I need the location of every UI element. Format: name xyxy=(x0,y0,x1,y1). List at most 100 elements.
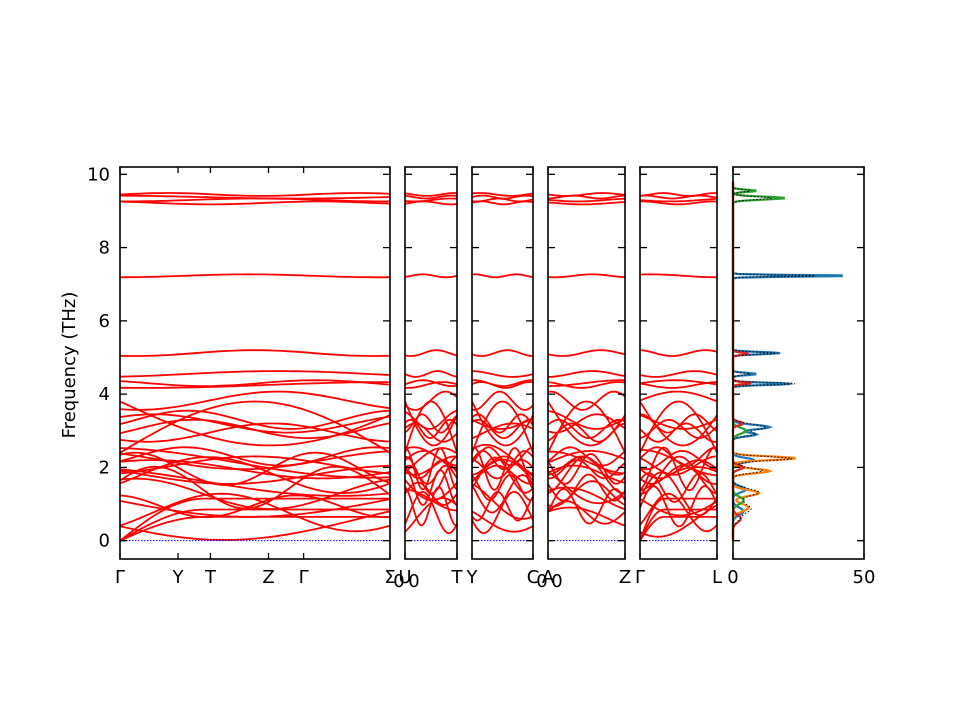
x-tick-label: A xyxy=(542,567,555,588)
band-branch xyxy=(471,490,534,535)
band-branch xyxy=(547,273,626,279)
band-branch xyxy=(119,516,390,542)
band-branch xyxy=(547,464,626,484)
band-branch xyxy=(404,400,458,454)
band-branch xyxy=(547,381,626,389)
band-branch xyxy=(404,370,458,378)
band-branch xyxy=(404,379,458,387)
band-branch xyxy=(471,456,534,494)
band-branch xyxy=(120,381,390,389)
y-tick-label: 4 xyxy=(99,384,110,405)
band-branch xyxy=(471,349,533,357)
band-branch xyxy=(119,400,391,447)
y-tick-label: 0 xyxy=(99,531,110,552)
dos-partial-curve xyxy=(731,181,843,541)
panel-frame-4 xyxy=(547,166,626,560)
band-branch xyxy=(640,449,718,477)
band-branch xyxy=(472,370,534,378)
band-panel-5 xyxy=(639,192,718,542)
band-branch xyxy=(639,381,718,389)
panel-frame-1 xyxy=(119,166,391,560)
band-branch xyxy=(471,401,534,447)
band-branch xyxy=(119,508,390,542)
x-tick-label: Y xyxy=(172,567,185,588)
panel-frame-3 xyxy=(471,166,534,560)
band-branch xyxy=(119,468,391,497)
dos-x-tick-label: 50 xyxy=(853,567,876,588)
band-branch xyxy=(547,459,626,480)
band-branch xyxy=(547,486,626,511)
band-branch xyxy=(404,390,458,411)
band-branch xyxy=(640,455,718,495)
band-branch xyxy=(640,273,717,279)
band-branch xyxy=(404,422,458,443)
band-branch xyxy=(119,451,391,487)
frames-layer xyxy=(119,166,865,560)
band-branch xyxy=(119,446,391,467)
band-branch xyxy=(404,192,458,197)
band-branch xyxy=(119,418,391,440)
bands-layer xyxy=(119,181,843,542)
band-branch xyxy=(547,197,626,203)
y-axis-label: Frequency (THz) xyxy=(59,292,80,439)
band-branch xyxy=(119,497,390,542)
x-tick-label-subscript: 0 xyxy=(408,571,419,592)
band-branch xyxy=(639,400,718,454)
band-panel-2 xyxy=(404,192,458,542)
band-branch xyxy=(547,480,626,508)
x-tick-label: U xyxy=(398,567,411,588)
band-branch xyxy=(471,413,534,434)
band-branch xyxy=(471,422,534,440)
band-branch xyxy=(639,516,717,542)
band-branch xyxy=(404,194,458,200)
band-branch xyxy=(639,446,718,492)
x-tick-label-subscript: 0 xyxy=(551,571,562,592)
band-branch xyxy=(119,200,391,206)
band-branch xyxy=(639,422,718,443)
band-branch xyxy=(547,453,626,485)
band-panel-4 xyxy=(547,192,626,542)
band-branch xyxy=(119,370,391,378)
band-branch xyxy=(547,410,626,430)
band-branch xyxy=(471,381,534,389)
band-branch xyxy=(471,273,534,279)
band-branch xyxy=(471,449,534,471)
band-branch xyxy=(639,194,718,200)
band-branch xyxy=(471,474,534,514)
band-branch xyxy=(404,447,458,491)
band-branch xyxy=(547,413,626,434)
band-branch xyxy=(119,456,391,495)
band-panel-3 xyxy=(471,192,534,542)
band-branch xyxy=(119,464,391,485)
dos-x-tick-label: 0 xyxy=(727,567,738,588)
y-tick-label: 6 xyxy=(99,311,110,332)
band-branch xyxy=(547,390,626,411)
band-branch xyxy=(471,390,534,411)
x-tick-label: T xyxy=(204,567,217,588)
x-tick-label: Z xyxy=(262,567,274,588)
band-branch xyxy=(119,447,391,479)
band-branch xyxy=(639,471,718,517)
band-branch xyxy=(548,370,626,378)
band-branch xyxy=(547,450,626,475)
band-branch xyxy=(639,390,718,403)
band-branch xyxy=(119,273,391,279)
band-branch xyxy=(119,510,391,541)
band-branch xyxy=(119,192,391,197)
x-tick-label: C xyxy=(527,567,540,588)
y-tick-label: 2 xyxy=(99,457,110,478)
band-branch xyxy=(471,443,534,477)
x-tick-label: Y xyxy=(466,567,479,588)
band-branch xyxy=(547,500,626,525)
band-branch xyxy=(119,422,391,443)
band-branch xyxy=(547,401,626,447)
band-branch xyxy=(547,349,626,357)
band-branch xyxy=(639,497,717,542)
x-tick-label: Γ xyxy=(635,567,645,588)
band-branch xyxy=(471,464,534,485)
dos-panel xyxy=(731,181,843,541)
band-branch xyxy=(471,490,534,522)
x-tick-label: Γ xyxy=(299,567,309,588)
